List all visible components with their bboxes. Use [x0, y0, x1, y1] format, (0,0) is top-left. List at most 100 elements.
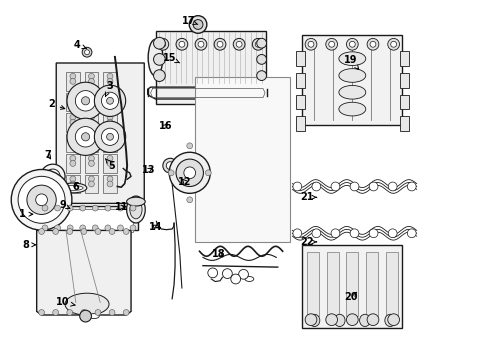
Bar — [194, 77, 289, 242]
Circle shape — [101, 128, 119, 145]
Circle shape — [107, 73, 113, 79]
Text: 4: 4 — [74, 40, 86, 50]
Circle shape — [109, 229, 115, 234]
Bar — [66, 93, 80, 111]
Circle shape — [387, 229, 396, 238]
Circle shape — [70, 156, 76, 161]
Circle shape — [346, 39, 357, 50]
Bar — [66, 134, 80, 152]
Text: 21: 21 — [300, 192, 316, 202]
Bar — [399, 116, 408, 131]
Bar — [295, 51, 304, 66]
Circle shape — [349, 182, 358, 191]
Bar — [103, 154, 117, 173]
Circle shape — [390, 41, 396, 47]
Ellipse shape — [63, 185, 83, 190]
Circle shape — [41, 164, 65, 189]
Circle shape — [183, 167, 195, 179]
Circle shape — [95, 310, 101, 315]
Circle shape — [107, 114, 113, 120]
Text: 14: 14 — [148, 222, 162, 232]
Text: 22: 22 — [300, 237, 316, 247]
Bar — [399, 73, 408, 88]
Text: 12: 12 — [178, 177, 191, 187]
Polygon shape — [41, 206, 138, 230]
Ellipse shape — [308, 314, 319, 327]
Ellipse shape — [126, 196, 145, 223]
Bar — [84, 134, 98, 152]
Circle shape — [42, 205, 48, 211]
Circle shape — [53, 310, 59, 315]
Circle shape — [94, 121, 125, 152]
Circle shape — [55, 205, 61, 211]
Circle shape — [255, 41, 261, 47]
Circle shape — [123, 229, 129, 234]
Circle shape — [11, 170, 72, 230]
Circle shape — [107, 156, 113, 161]
Circle shape — [130, 205, 136, 211]
Circle shape — [153, 37, 165, 49]
Ellipse shape — [338, 85, 365, 99]
Bar — [385, 252, 397, 316]
Circle shape — [84, 50, 89, 55]
Circle shape — [117, 205, 123, 211]
Circle shape — [81, 133, 89, 141]
Circle shape — [88, 140, 94, 146]
Ellipse shape — [244, 276, 253, 282]
Bar — [66, 175, 80, 193]
Circle shape — [217, 41, 223, 47]
Circle shape — [70, 114, 76, 120]
Circle shape — [81, 229, 87, 234]
Polygon shape — [302, 35, 402, 125]
Bar — [84, 175, 98, 193]
Bar — [326, 252, 338, 316]
Circle shape — [81, 310, 87, 315]
Circle shape — [107, 181, 113, 187]
Text: 2: 2 — [48, 99, 64, 109]
Circle shape — [387, 314, 399, 325]
Bar — [66, 72, 80, 91]
Circle shape — [330, 182, 339, 191]
Circle shape — [70, 135, 76, 141]
Circle shape — [107, 94, 113, 100]
Bar — [84, 113, 98, 132]
Circle shape — [305, 39, 316, 50]
Circle shape — [88, 161, 94, 166]
Circle shape — [252, 39, 264, 50]
Circle shape — [330, 229, 339, 238]
Circle shape — [67, 82, 104, 120]
Bar — [155, 31, 265, 104]
Ellipse shape — [126, 197, 145, 206]
Circle shape — [81, 97, 89, 105]
Circle shape — [166, 162, 174, 170]
Circle shape — [70, 120, 76, 125]
Circle shape — [42, 225, 48, 231]
Circle shape — [105, 225, 111, 231]
Text: 6: 6 — [72, 182, 79, 192]
Circle shape — [107, 140, 113, 146]
Circle shape — [67, 229, 73, 234]
Circle shape — [70, 161, 76, 166]
Circle shape — [107, 99, 113, 105]
Circle shape — [39, 229, 44, 234]
Circle shape — [75, 91, 96, 111]
Circle shape — [153, 54, 165, 65]
Polygon shape — [302, 245, 402, 328]
Text: 8: 8 — [22, 240, 36, 250]
Ellipse shape — [338, 52, 365, 66]
Circle shape — [88, 73, 94, 79]
Circle shape — [153, 70, 165, 81]
Circle shape — [18, 176, 65, 223]
Ellipse shape — [65, 293, 109, 315]
Circle shape — [36, 194, 47, 206]
Circle shape — [256, 71, 266, 81]
Circle shape — [39, 310, 44, 315]
Bar — [84, 93, 98, 111]
Circle shape — [105, 205, 111, 211]
Circle shape — [256, 38, 266, 48]
Circle shape — [348, 41, 354, 47]
Circle shape — [346, 314, 357, 325]
Bar — [399, 95, 408, 109]
Circle shape — [101, 92, 119, 109]
Circle shape — [88, 120, 94, 125]
